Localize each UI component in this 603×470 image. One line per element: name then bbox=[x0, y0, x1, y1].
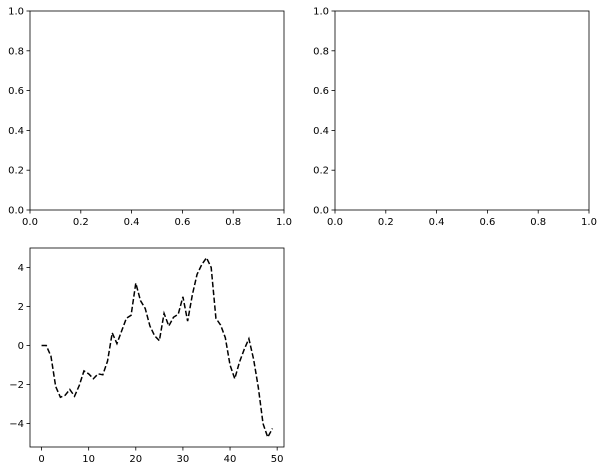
x-tick-label: 0.2 bbox=[73, 217, 89, 228]
x-tick-label: 0.4 bbox=[429, 217, 445, 228]
y-tick-label: 0.0 bbox=[8, 206, 24, 217]
y-tick-label: 2 bbox=[18, 302, 24, 313]
axes-frame bbox=[29, 10, 285, 211]
x-tick-label: 0.0 bbox=[327, 217, 343, 228]
x-tick-label: 1.0 bbox=[581, 217, 597, 228]
x-tick-label: 0.0 bbox=[22, 217, 38, 228]
x-tick-label: 0.6 bbox=[479, 217, 495, 228]
axes-frame bbox=[29, 247, 285, 448]
y-tick-label: −4 bbox=[9, 419, 24, 430]
axes-top-left: 0.0 0.2 0.4 0.6 0.8 1.0 0.0 0.2 0.4 0.6 0.8 1.0 bbox=[8, 7, 292, 229]
x-tick-label: 50 bbox=[271, 454, 284, 465]
axes-frame bbox=[334, 10, 590, 211]
x-tick-label: 0 bbox=[38, 454, 44, 465]
series-line bbox=[41, 256, 274, 440]
x-tick-label: 0.8 bbox=[225, 217, 241, 228]
y-tick-label: 0.0 bbox=[313, 206, 329, 217]
x-tick-label: 40 bbox=[224, 454, 237, 465]
y-tick-label: 0 bbox=[18, 341, 24, 352]
y-tick-label: 0.8 bbox=[8, 46, 24, 57]
y-tick-label: 0.8 bbox=[313, 46, 329, 57]
x-tick-label: 10 bbox=[82, 454, 95, 465]
x-tick-label: 20 bbox=[129, 454, 142, 465]
x-tick-label: 30 bbox=[177, 454, 190, 465]
y-tick-label: 1.0 bbox=[313, 7, 329, 18]
x-tick-label: 0.8 bbox=[530, 217, 546, 228]
y-tick-label: 0.4 bbox=[8, 126, 24, 137]
x-tick-label: 0.2 bbox=[378, 217, 394, 228]
x-tick-label: 0.4 bbox=[124, 217, 140, 228]
x-tick-label: 0.6 bbox=[174, 217, 190, 228]
y-tick-label: 0.6 bbox=[313, 86, 329, 97]
y-tick-label: 0.6 bbox=[8, 86, 24, 97]
x-tick-label: 1.0 bbox=[276, 217, 292, 228]
axes-top-right: 0.0 0.2 0.4 0.6 0.8 1.0 0.0 0.2 0.4 0.6 0.8 1.0 bbox=[313, 7, 597, 229]
axes-bottom-left: 0 10 20 30 40 50 −4 −2 0 2 4 bbox=[9, 247, 285, 465]
y-tick-label: 4 bbox=[18, 263, 24, 274]
y-tick-label: 0.2 bbox=[8, 166, 24, 177]
y-tick-label: 1.0 bbox=[8, 7, 24, 18]
y-tick-label: −2 bbox=[9, 380, 24, 391]
y-tick-label: 0.4 bbox=[313, 126, 329, 137]
y-tick-label: 0.2 bbox=[313, 166, 329, 177]
